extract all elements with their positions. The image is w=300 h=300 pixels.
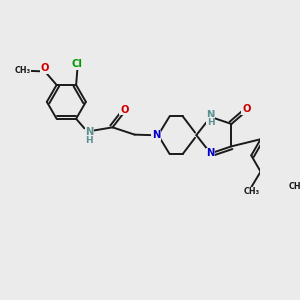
Text: methoxy: methoxy bbox=[26, 68, 32, 69]
Text: N: N bbox=[85, 127, 93, 137]
Text: Cl: Cl bbox=[72, 59, 83, 69]
Text: O: O bbox=[40, 63, 49, 73]
Text: CH₃: CH₃ bbox=[289, 182, 300, 191]
Text: O: O bbox=[120, 105, 128, 115]
Text: N: N bbox=[206, 148, 215, 158]
Text: CH₃: CH₃ bbox=[15, 66, 31, 75]
Text: O: O bbox=[242, 104, 250, 114]
Text: N: N bbox=[152, 130, 160, 140]
Text: N: N bbox=[206, 110, 215, 120]
Text: CH₃: CH₃ bbox=[244, 187, 260, 196]
Text: H: H bbox=[85, 136, 93, 145]
Text: H: H bbox=[207, 118, 214, 127]
